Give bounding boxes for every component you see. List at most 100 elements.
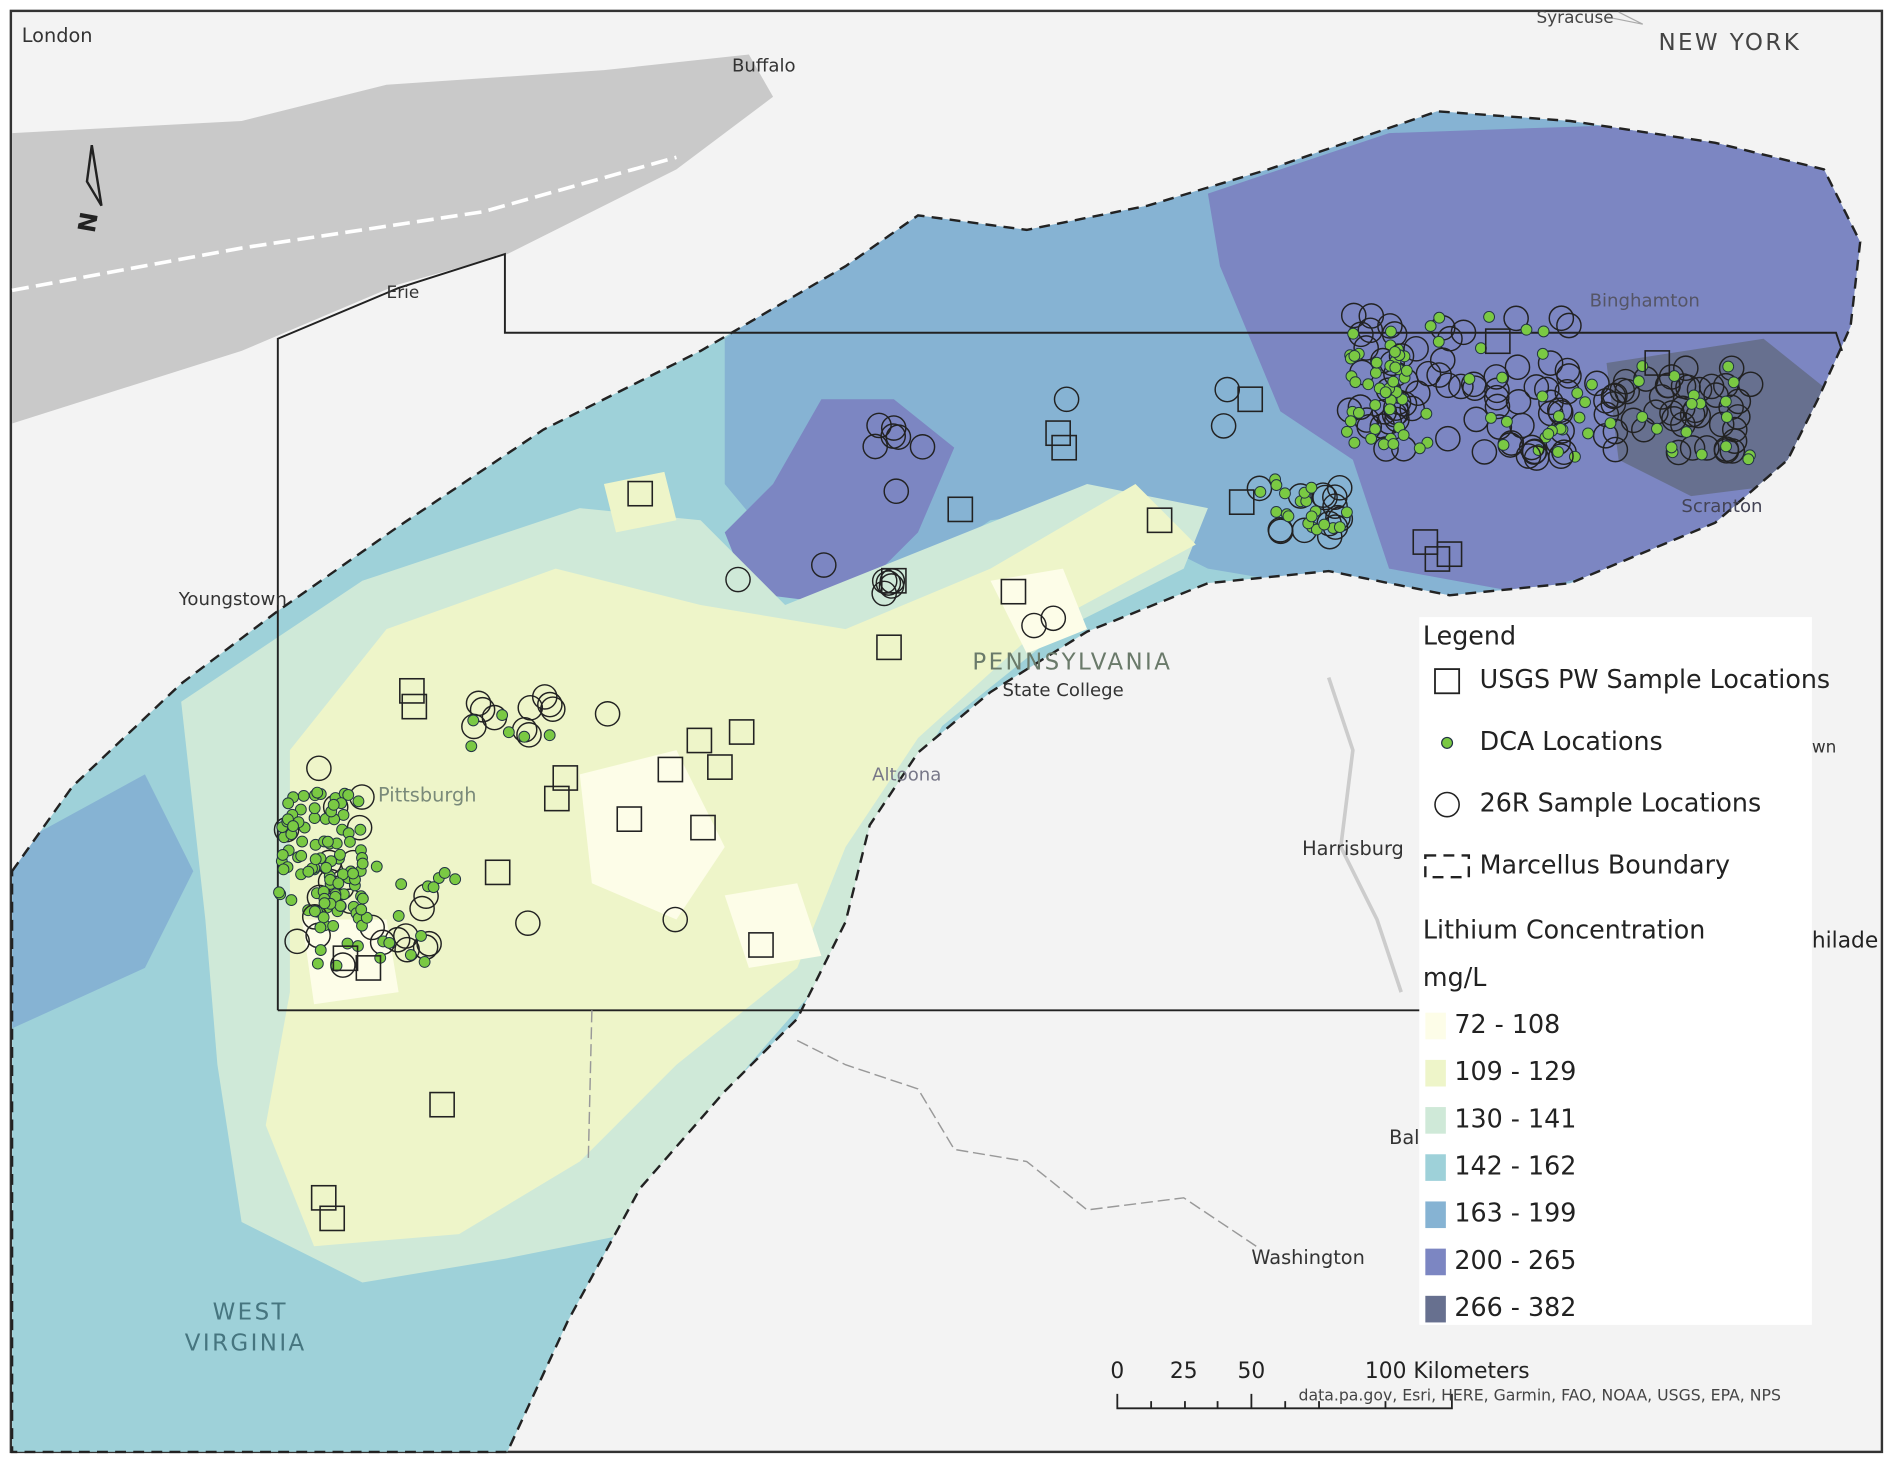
- dca-dot: [341, 937, 354, 950]
- legend-class-label: 109 - 129: [1454, 1056, 1576, 1086]
- dca-dot: [356, 892, 369, 905]
- dca-dot: [1365, 432, 1378, 445]
- dca-dot: [1413, 442, 1426, 455]
- usgs-square: [429, 1091, 455, 1118]
- sample-circle: [1415, 360, 1442, 387]
- dca-dot: [273, 886, 285, 899]
- dca-dot: [404, 948, 417, 961]
- state-boundary: [276, 252, 1843, 1011]
- legend-title: Legend: [1423, 621, 1516, 651]
- usgs-square: [686, 727, 713, 754]
- dca-dot: [311, 957, 324, 970]
- sample-circle: [662, 906, 689, 933]
- dca-dot: [1369, 366, 1382, 379]
- dca-dot: [467, 714, 480, 727]
- dca-dot: [1254, 486, 1267, 498]
- place-label: Binghamton: [1590, 290, 1700, 311]
- place-label: Altoona: [872, 765, 941, 786]
- sample-circle: [1322, 493, 1348, 519]
- usgs-square: [707, 754, 733, 780]
- sample-circle: [409, 895, 435, 922]
- usgs-square: [1436, 541, 1463, 568]
- legend-symbol: [1441, 736, 1454, 749]
- legend-label: USGS PW Sample Locations: [1480, 664, 1830, 694]
- dca-dot: [1685, 397, 1698, 410]
- sample-circle: [594, 701, 621, 727]
- usgs-square: [355, 955, 382, 981]
- place-label: Scranton: [1681, 496, 1762, 517]
- sample-circle: [1435, 425, 1461, 452]
- place-label: Erie: [387, 282, 420, 302]
- place-label: PENNSYLVANIA: [972, 650, 1172, 676]
- dca-dot: [1651, 422, 1663, 435]
- legend-symbol: [1434, 668, 1461, 695]
- dca-dot: [277, 863, 290, 876]
- sample-circle: [1694, 435, 1720, 461]
- dca-dot: [1552, 446, 1564, 458]
- concentration-title: Lithium Concentration: [1423, 915, 1705, 945]
- sample-circle: [1515, 443, 1542, 469]
- dca-dot: [1497, 439, 1510, 451]
- dca-dot: [1352, 406, 1365, 419]
- sample-circle: [531, 684, 558, 710]
- usgs-square: [748, 932, 774, 958]
- sample-circle: [1548, 443, 1574, 469]
- dca-dot: [1665, 441, 1678, 454]
- scale-line: [1116, 1393, 1453, 1410]
- sample-circle: [1537, 350, 1564, 376]
- sample-circle: [517, 694, 544, 721]
- dca-dot: [1397, 429, 1410, 441]
- sample-circle: [284, 928, 310, 955]
- sample-circle: [1609, 377, 1636, 404]
- dca-dot: [352, 795, 365, 808]
- dca-dot: [1270, 479, 1283, 492]
- dca-dot: [1347, 327, 1360, 340]
- dca-dot: [1632, 375, 1645, 388]
- dca-dot: [1520, 323, 1533, 336]
- usgs-square: [552, 765, 579, 791]
- usgs-square: [880, 567, 907, 594]
- sample-markers: [273, 302, 1764, 1232]
- usgs-square: [1000, 578, 1027, 605]
- usgs-square: [1051, 434, 1078, 461]
- dca-dot: [285, 894, 298, 907]
- dca-dot: [1483, 310, 1496, 323]
- dca-dot: [1389, 361, 1402, 374]
- dca-dot: [311, 786, 324, 799]
- sample-circle: [883, 478, 910, 505]
- sample-circle: [1340, 302, 1367, 329]
- place-label: NEW YORK: [1658, 30, 1801, 56]
- dca-dot: [1348, 349, 1361, 362]
- sample-circle: [1665, 439, 1692, 466]
- dca-dot: [502, 726, 515, 739]
- lake-erie: [12, 54, 774, 424]
- usgs-square: [1045, 420, 1071, 447]
- place-label: VIRGINIA: [185, 1331, 307, 1357]
- dca-dot: [327, 919, 340, 932]
- dca-dot: [1537, 325, 1550, 338]
- dca-dot: [1722, 360, 1735, 373]
- dca-dot: [383, 936, 396, 949]
- legend-symbol: [1434, 791, 1460, 818]
- usgs-square: [657, 756, 684, 783]
- sample-circle: [1448, 373, 1474, 400]
- dca-dot: [427, 881, 440, 894]
- sample-circle: [1679, 435, 1706, 461]
- dca-dot: [282, 797, 295, 810]
- usgs-square: [1644, 350, 1671, 376]
- river: [1326, 676, 1403, 993]
- dca-dot: [1385, 325, 1397, 338]
- usgs-square: [1484, 328, 1511, 355]
- zone: [724, 399, 955, 605]
- dca-dot: [1333, 521, 1346, 534]
- dca-dot: [1344, 415, 1357, 428]
- dca-dot: [318, 897, 331, 910]
- sample-circle: [537, 691, 563, 718]
- zone: [1606, 338, 1824, 497]
- place-label: State College: [1003, 680, 1124, 701]
- usgs-square: [876, 634, 902, 661]
- dca-dot: [392, 909, 405, 922]
- usgs-square: [319, 1205, 346, 1232]
- sample-circle: [1483, 384, 1510, 411]
